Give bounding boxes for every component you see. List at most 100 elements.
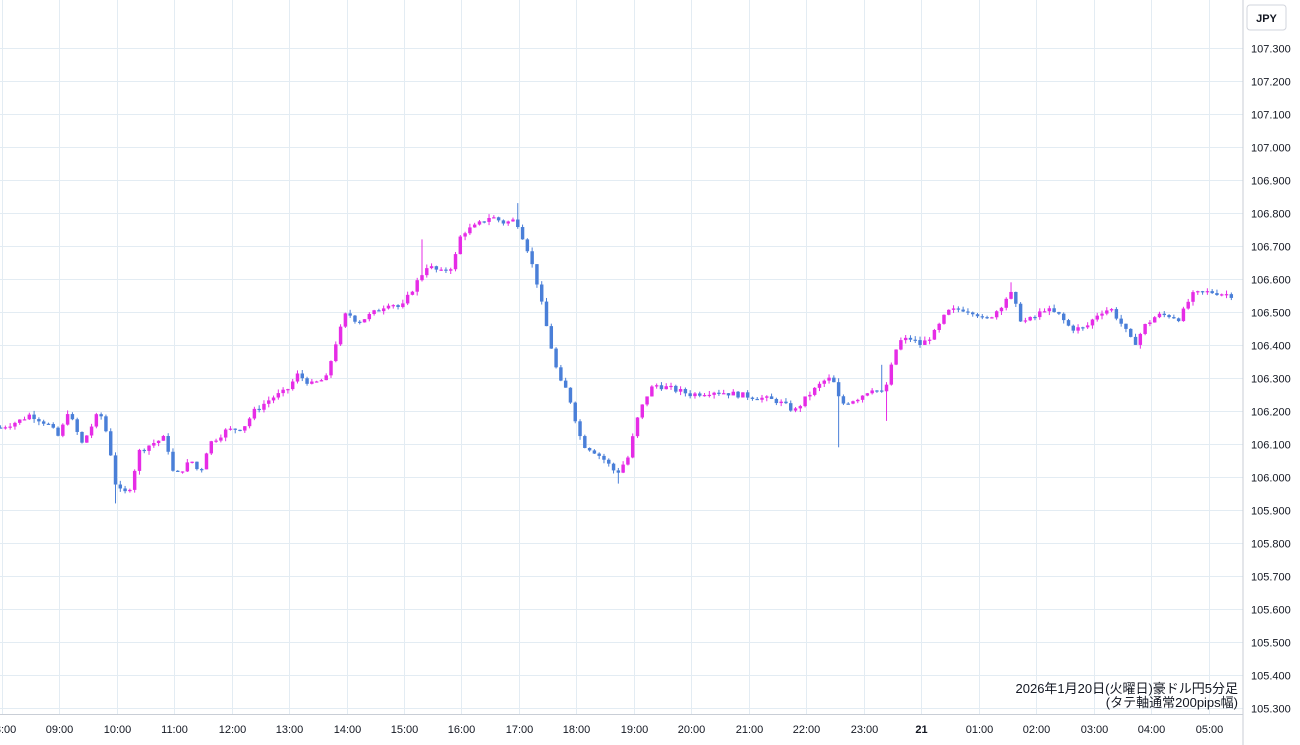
candle-body [875, 390, 879, 392]
candle-body [487, 218, 491, 222]
candle [836, 378, 841, 448]
candle [520, 224, 525, 240]
candle-body [650, 386, 654, 397]
candle-body [199, 469, 204, 471]
candle-body [386, 305, 391, 309]
candle-body [827, 377, 831, 381]
candle-body [1162, 313, 1166, 316]
candle-body [721, 393, 726, 395]
candle [578, 419, 582, 440]
candle-body [525, 239, 530, 252]
y-tick-label: 105.400 [1251, 671, 1291, 683]
candle-body [1133, 336, 1138, 345]
candle [1152, 316, 1157, 323]
candle-body [223, 429, 228, 438]
candle [295, 370, 300, 384]
candle [1191, 290, 1195, 306]
candle-body [654, 385, 659, 387]
candle [1023, 317, 1028, 324]
candle [592, 449, 597, 454]
candle-body [1018, 303, 1023, 322]
candle-body [142, 449, 146, 452]
candle [496, 216, 501, 223]
candle [80, 431, 84, 444]
candle [554, 347, 558, 369]
candle [559, 364, 563, 382]
candle [903, 335, 908, 344]
candle [1095, 312, 1099, 322]
candle-body [104, 416, 108, 432]
candle-body [1200, 291, 1205, 293]
candle-body [176, 470, 180, 472]
candle [736, 391, 740, 399]
candle-body [185, 462, 190, 472]
candle-body [635, 417, 640, 437]
candle [1138, 332, 1143, 349]
candle [1186, 298, 1190, 310]
candle-body [1143, 324, 1147, 334]
candle-body [161, 436, 166, 441]
x-tick-label: 21 [915, 724, 927, 736]
candle-body [530, 251, 534, 265]
candle-body [506, 221, 510, 224]
candle [970, 311, 975, 317]
candle [372, 309, 376, 316]
candle-body [793, 408, 798, 411]
y-tick-label: 107.300 [1251, 44, 1291, 56]
x-tick-label: 02:00 [1023, 724, 1051, 736]
candle-body [683, 389, 688, 394]
candle-body [501, 220, 506, 224]
candle [482, 221, 486, 224]
candle [956, 306, 961, 313]
candle [176, 470, 180, 472]
price-axis[interactable]: 107.300 107.200 107.100 107.000 106.900 106.8… [1251, 44, 1291, 716]
candle-body [894, 349, 898, 365]
candle-body [563, 380, 568, 388]
candle [492, 215, 496, 219]
candle-body [420, 275, 424, 281]
candle [851, 400, 855, 405]
candle [654, 383, 659, 389]
candle [37, 417, 41, 426]
candle [966, 308, 970, 316]
candle-body [214, 440, 218, 442]
candle-body [1196, 291, 1200, 293]
candle-body [324, 375, 328, 381]
y-tick-label: 106.500 [1251, 308, 1291, 320]
candle-body [817, 383, 822, 388]
candle [683, 387, 688, 397]
candle [506, 220, 510, 226]
candle-body [889, 364, 894, 385]
y-tick-label: 105.300 [1251, 704, 1291, 716]
candle [779, 399, 783, 407]
candle-body [358, 321, 362, 323]
candle-body [640, 404, 645, 418]
candle-body [688, 393, 692, 397]
candle [880, 364, 884, 393]
candle [1196, 290, 1200, 295]
candle-body [990, 317, 994, 319]
candle-body [233, 428, 237, 430]
y-tick-label: 106.000 [1251, 473, 1291, 485]
candle [22, 416, 27, 421]
x-tick-label: 20:00 [678, 724, 706, 736]
candle [1105, 307, 1109, 316]
candle [563, 377, 568, 388]
candle-body [712, 392, 716, 395]
candle-body [1028, 316, 1032, 321]
candle-body [745, 392, 750, 398]
candle-body [286, 389, 290, 391]
candle-body [132, 470, 137, 490]
candle-body [803, 396, 807, 407]
candle [247, 417, 252, 429]
candle [530, 247, 534, 268]
candle [329, 360, 333, 378]
candle [702, 392, 707, 397]
candle-body [985, 317, 989, 319]
candle-body [1095, 315, 1099, 320]
candle [348, 309, 352, 318]
candle-body [353, 315, 357, 322]
time-axis[interactable]: 08:00 09:00 10:00 11:00 12:00 13:00 14:00 15:00… [0, 724, 1223, 736]
candle-body [1009, 291, 1013, 299]
